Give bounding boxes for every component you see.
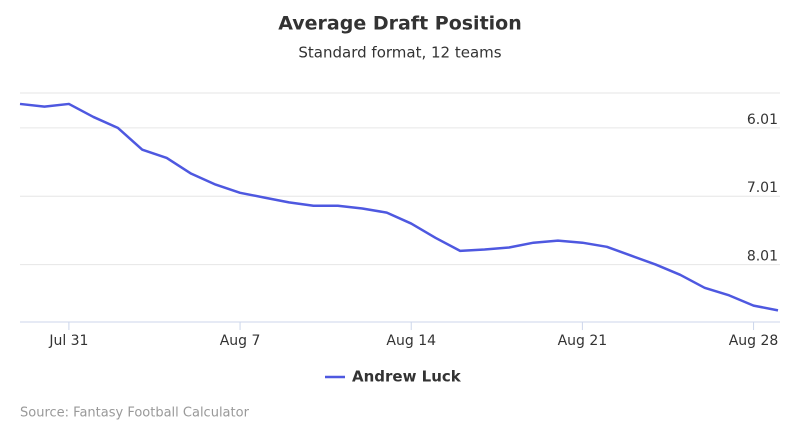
- y-tick-label: 8.01: [747, 249, 778, 265]
- y-tick-label: 7.01: [747, 180, 778, 196]
- x-tick-label: Aug 7: [220, 333, 261, 349]
- legend-label: Andrew Luck: [352, 368, 462, 386]
- chart-subtitle: Standard format, 12 teams: [298, 44, 501, 62]
- x-tick-label: Jul 31: [48, 333, 88, 349]
- line: [19, 102, 779, 312]
- x-tick-label: Aug 28: [729, 333, 779, 349]
- x-tick-label: Aug 14: [386, 333, 436, 349]
- y-tick-label: 6.01: [747, 112, 778, 128]
- x-tick-label: Aug 21: [558, 333, 608, 349]
- chart-title: Average Draft Position: [278, 13, 522, 35]
- source: Source: Fantasy Football Calculator: [20, 406, 250, 421]
